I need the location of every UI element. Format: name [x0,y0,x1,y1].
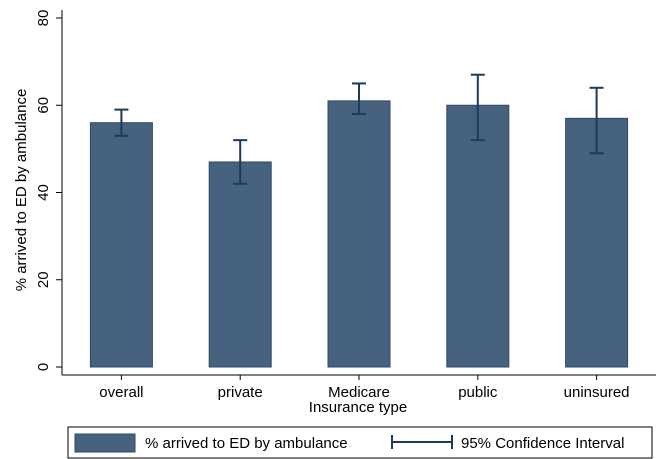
y-tick-label: 60 [35,97,52,114]
y-tick-label: 0 [35,363,52,371]
bar [327,100,391,368]
bar [446,104,510,368]
legend-swatch [74,433,136,453]
y-tick-label: 40 [35,184,52,201]
bar [89,122,153,368]
y-tick-label: 80 [35,10,52,27]
legend-label: % arrived to ED by ambulance [145,435,348,452]
y-axis-label: % arrived to ED by ambulance [13,89,30,292]
bar [565,117,629,368]
x-tick-label: Medicare [328,384,390,401]
bar [208,161,272,368]
x-tick-label: uninsured [564,384,630,401]
x-tick-label: public [458,384,498,401]
legend-label: 95% Confidence Interval [461,435,624,452]
x-tick-label: overall [99,384,143,401]
legend-box [67,426,653,459]
x-tick-label: private [218,384,263,401]
y-tick-label: 20 [35,271,52,288]
x-axis-label: Insurance type [309,399,407,416]
